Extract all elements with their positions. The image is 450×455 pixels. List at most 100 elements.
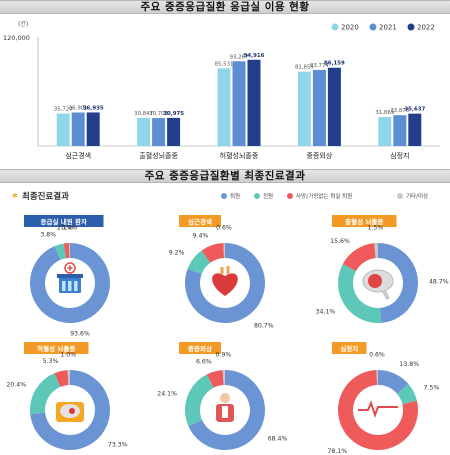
bar-허혈성뇌졸중-2020	[217, 68, 231, 146]
donut-value-label-1-1: 9.2%	[169, 250, 185, 257]
donut-5: 심정지 13.8% 7.5% 78.1% 0.6%	[327, 342, 439, 455]
donut-value-label-3-3: 1.0%	[60, 352, 76, 359]
data-label-심근경색-2022: 36,935	[83, 105, 104, 111]
pie-legend-swatch-3	[397, 193, 403, 199]
donut-slice-2-3	[374, 243, 378, 259]
donut-value-label-2-1: 34.1%	[316, 308, 336, 315]
donut-tag-label-1: 심근경색	[188, 217, 212, 226]
heart-vessels	[220, 266, 230, 274]
category-label-0: 심근경색	[65, 151, 91, 160]
donut-slice-1-0	[185, 243, 265, 323]
donut-value-label-0-3: 0.4%	[61, 225, 77, 232]
donut-value-label-2-3: 1.5%	[367, 225, 383, 232]
donut-value-label-5-1: 7.5%	[424, 384, 440, 391]
pie-legend-label-0: 퇴원	[230, 192, 240, 200]
bar-중증외상-2021	[312, 69, 326, 146]
data-label-허혈성뇌졸중-2022: 94,916	[244, 53, 265, 59]
data-label-심정지-2021: 33,876	[390, 108, 409, 114]
bar-출혈성뇌졸중-2021	[152, 118, 166, 146]
donut-slice-4-2	[206, 370, 224, 388]
donut-tag-label-2: 출혈성 뇌졸중	[345, 217, 383, 226]
donut-value-label-1-2: 9.4%	[193, 232, 209, 239]
legend-swatch-2021	[369, 23, 377, 31]
donut-value-label-5-2: 78.1%	[327, 448, 347, 455]
donut-value-label-5-3: 0.6%	[369, 352, 385, 359]
pie-legend-label-1: 전원	[263, 192, 273, 200]
person-head	[220, 393, 230, 403]
donut-value-label-3-1: 20.4%	[6, 382, 26, 389]
legend-swatch-2020	[331, 23, 339, 31]
pie-legend-swatch-0	[221, 193, 227, 199]
donut-slice-2-0	[378, 243, 419, 323]
category-label-1: 출혈성뇌졸중	[139, 151, 178, 160]
donut-value-label-2-2: 15.6%	[330, 238, 350, 245]
donut-slice-3-1	[29, 373, 61, 415]
bleed-spot	[368, 274, 382, 288]
donut-slice-1-3	[223, 243, 225, 259]
blockage-spot	[69, 408, 75, 414]
donut-value-label-2-0: 48.7%	[429, 278, 449, 285]
donut-slice-0-0	[30, 243, 111, 323]
category-label-2: 허혈성뇌졸중	[220, 151, 259, 160]
donut-slice-3-3	[67, 370, 70, 386]
donut-tag-bg-2	[332, 215, 397, 227]
data-label-허혈성뇌졸중-2020: 85,531	[215, 61, 234, 67]
bar-심근경색-2022	[86, 112, 100, 146]
donut-slice-5-2	[338, 370, 418, 450]
donut-slice-4-1	[184, 374, 214, 427]
donut-tag-bg-3	[24, 342, 89, 354]
donut-value-label-0-1: 3.8%	[40, 231, 56, 238]
y-unit-label: (건)	[18, 20, 28, 28]
data-label-중증외상-2022: 86,159	[324, 61, 345, 67]
hospital-window	[74, 281, 78, 291]
donut-value-label-4-0: 68.4%	[268, 435, 288, 442]
donut-slice-5-0	[378, 370, 409, 394]
legend-swatch-2022	[407, 23, 415, 31]
donut-slice-0-1	[54, 243, 67, 260]
bar-chart-title: 주요 중증응급질환 응급실 이용 현황	[0, 0, 450, 14]
data-label-허혈성뇌졸중-2021: 93,267	[230, 54, 249, 60]
bar-출혈성뇌졸중-2022	[167, 117, 181, 146]
y-tick-label: 120,000	[3, 34, 30, 42]
donut-1: 심근경색 80.7% 9.2% 9.4% 0.6%	[169, 215, 274, 329]
donut-value-label-0-0: 93.6%	[70, 331, 90, 338]
donut-value-label-4-3: 0.9%	[216, 352, 232, 359]
data-label-중증외상-2021: 83,774	[310, 63, 329, 69]
donut-value-label-4-2: 6.6%	[196, 358, 212, 365]
donut-slice-0-2	[63, 243, 70, 259]
hospital-window	[62, 281, 66, 291]
donut-slice-5-1	[397, 384, 417, 405]
bar-중증외상-2020	[297, 71, 311, 146]
section-label: 최종진료결과	[22, 191, 69, 202]
asterisk-icon: *	[12, 191, 18, 204]
bar-중증외상-2022	[327, 67, 341, 146]
bar-심정지-2022	[408, 113, 422, 146]
donut-slice-1-2	[201, 243, 225, 263]
donut-tag-bg-1	[179, 215, 221, 227]
bar-심근경색-2021	[71, 112, 85, 146]
donut-slice-2-1	[337, 263, 382, 323]
donut-slice-2-2	[342, 243, 376, 272]
bar-허혈성뇌졸중-2022	[247, 59, 261, 146]
bandage	[222, 406, 228, 418]
data-label-심정지-2022: 35,637	[404, 107, 425, 113]
donut-tag-bg-4	[179, 342, 221, 354]
donut-section-title: 주요 중증응급질환별 최종진료결과	[0, 169, 450, 183]
bar-허혈성뇌졸중-2021	[232, 61, 246, 147]
donut-tag-label-0: 응급실 내원 환자	[41, 217, 87, 226]
legend-label-2020: 2020	[341, 24, 359, 32]
donut-slice-4-3	[222, 370, 225, 386]
bar-출혈성뇌졸중-2020	[137, 117, 151, 146]
donut-value-label-3-0: 73.3%	[108, 442, 128, 449]
donut-tag-bg-5	[332, 342, 367, 354]
donut-slice-3-2	[54, 370, 69, 387]
pie-legend-swatch-2	[287, 193, 293, 199]
data-label-출혈성뇌졸중-2020: 30,847	[134, 111, 153, 117]
donut-tag-label-3: 허혈성 뇌졸중	[37, 344, 75, 353]
donut-tag-label-5: 심정지	[340, 344, 358, 353]
data-label-심근경색-2021: 36,901	[69, 105, 88, 111]
hospital-cross	[67, 265, 73, 271]
data-label-심정지-2020: 31,869	[375, 110, 394, 116]
